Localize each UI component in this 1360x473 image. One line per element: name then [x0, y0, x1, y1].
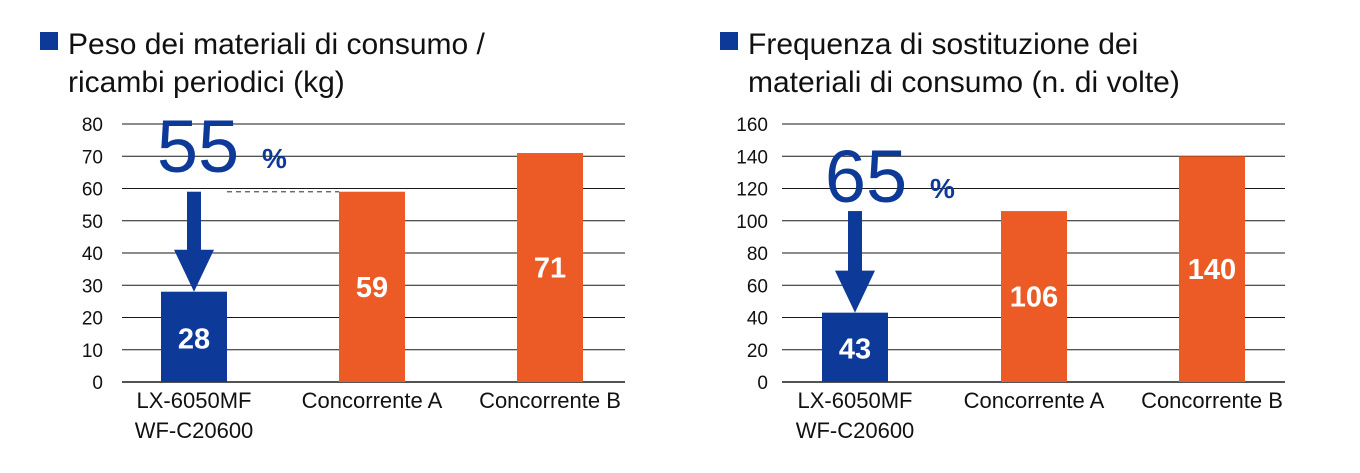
data-label: 59 [356, 272, 388, 304]
weight-bar-chart: 0 10 20 30 40 50 60 70 80 28 LX-6050MF WF-C20600 59 C… [82, 105, 625, 443]
bar [1179, 156, 1245, 382]
chart-title-line-2: ricambi periodici (kg) [68, 66, 345, 99]
y-tick-label: 30 [82, 276, 103, 297]
arrow-head-icon [835, 270, 875, 313]
y-tick-label: 20 [82, 309, 103, 330]
y-tick-label: 100 [736, 212, 768, 233]
y-tick-label: 140 [736, 147, 768, 168]
data-label: 71 [534, 253, 566, 285]
category-label: LX-6050MF [798, 388, 913, 413]
frequency-chart-panel: Frequenza di sostituzione dei materiali … [680, 0, 1360, 473]
category-label: LX-6050MF [137, 388, 252, 413]
category-label: Concorrente B [479, 388, 621, 413]
square-bullet-icon [40, 32, 58, 50]
y-tick-label: 80 [82, 115, 103, 136]
y-tick-label: 70 [82, 147, 103, 168]
bar [161, 291, 227, 382]
y-tick-label: 160 [736, 115, 768, 136]
square-bullet-icon [720, 32, 738, 50]
bar [822, 312, 888, 382]
weight-chart-panel: Peso dei materiali di consumo / ricambi … [40, 26, 660, 443]
reduction-percentage: 55 [157, 105, 239, 188]
chart-title-line-2: materiali di consumo (n. di volte) [748, 66, 1180, 99]
reduction-arrow [187, 191, 201, 251]
y-tick-label: 60 [82, 180, 103, 201]
chart-title-line-1: Peso dei materiali di consumo / [68, 28, 485, 61]
y-tick-label: 80 [747, 244, 768, 265]
data-label: 140 [1188, 254, 1236, 286]
percent-unit: % [262, 143, 287, 174]
y-tick-label: 60 [747, 276, 768, 297]
reduction-arrow [848, 211, 862, 272]
y-tick-label: 50 [82, 212, 103, 233]
chart-title: Peso dei materiali di consumo / ricambi … [40, 26, 660, 102]
reduction-percentage: 65 [825, 135, 907, 218]
y-tick-label: 10 [82, 341, 103, 362]
data-label: 28 [178, 324, 210, 356]
data-label: 43 [839, 334, 871, 366]
y-tick-label: 40 [82, 244, 103, 265]
y-tick-label: 20 [747, 341, 768, 362]
category-label: Concorrente A [964, 388, 1105, 413]
chart-title-line-1: Frequenza di sostituzione dei [748, 28, 1139, 61]
category-label: Concorrente A [302, 388, 443, 413]
arrow-head-icon [174, 249, 214, 292]
bar [517, 153, 583, 382]
category-label: WF-C20600 [135, 418, 254, 443]
y-tick-label: 0 [757, 373, 768, 394]
percent-unit: % [930, 173, 955, 204]
frequency-bar-chart: 0 20 40 60 80 100 120 140 160 43 LX-6050MF WF-C2060… [736, 115, 1285, 443]
chart-title: Frequenza di sostituzione dei materiali … [720, 26, 1340, 102]
bar [1001, 211, 1067, 382]
category-label: WF-C20600 [796, 418, 915, 443]
data-label: 106 [1010, 282, 1058, 314]
bar [339, 191, 405, 382]
y-tick-label: 0 [92, 373, 103, 394]
y-tick-label: 120 [736, 180, 768, 201]
category-label: Concorrente B [1141, 388, 1283, 413]
y-tick-label: 40 [747, 309, 768, 330]
